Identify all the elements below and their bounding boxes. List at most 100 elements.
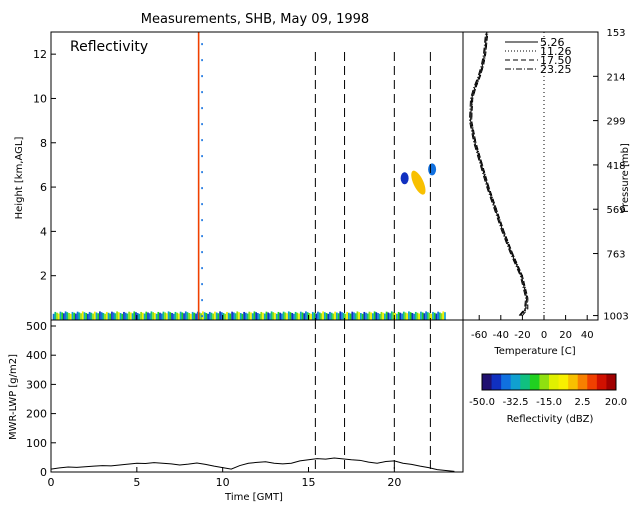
pressure-tick-label: 299 — [606, 117, 625, 128]
low-cloud-cell — [66, 312, 69, 320]
low-cloud-cell — [378, 313, 381, 320]
low-cloud-cell — [59, 311, 62, 320]
colorbar-segment — [558, 374, 569, 390]
low-cloud-cell — [131, 313, 134, 320]
low-cloud-cell — [435, 313, 438, 320]
low-cloud-cell — [61, 312, 64, 320]
low-cloud-cell — [289, 312, 292, 320]
low-cloud-cell — [265, 311, 268, 320]
low-cloud-cell — [311, 311, 314, 320]
low-cloud-cell — [214, 311, 216, 320]
low-cloud-cell — [174, 311, 177, 320]
low-cloud-cell — [124, 312, 127, 320]
low-cloud-cell — [246, 313, 249, 320]
colorbar-segment — [510, 374, 521, 390]
low-cloud-cell — [238, 312, 240, 320]
low-cloud-cell — [57, 313, 60, 320]
low-cloud-cell — [141, 312, 144, 320]
low-cloud-cell — [155, 313, 158, 320]
low-cloud-cell — [389, 313, 391, 320]
low-cloud-cell — [284, 312, 287, 320]
low-cloud-cell — [394, 312, 397, 320]
low-cloud-cell — [87, 313, 89, 320]
low-cloud-cell — [380, 311, 383, 320]
y-tick-label: 500 — [26, 320, 47, 333]
low-cloud-cell — [255, 312, 257, 320]
low-cloud-cell — [305, 311, 307, 320]
low-cloud-cell — [401, 313, 403, 320]
low-cloud-cell — [353, 312, 355, 320]
low-cloud-cell — [239, 312, 242, 320]
low-cloud-cell — [166, 313, 168, 320]
low-cloud-cell — [136, 312, 139, 320]
low-cloud-cell — [90, 312, 93, 320]
colorbar-frame — [481, 373, 617, 391]
low-cloud-cell — [133, 311, 136, 320]
low-cloud-cell — [95, 312, 98, 320]
low-cloud-cell — [76, 311, 79, 320]
low-cloud-cell — [212, 313, 215, 320]
chart-title: Measurements, SHB, May 09, 1998 — [141, 12, 369, 27]
low-cloud-cell — [349, 313, 352, 320]
low-cloud-cell — [390, 311, 393, 320]
low-cloud-cell — [128, 311, 130, 320]
low-cloud-cell — [135, 312, 137, 320]
colorbar-tick-label: -50.0 — [469, 397, 495, 408]
pressure-tick-label: 418 — [606, 161, 625, 172]
low-cloud-cell — [99, 311, 101, 320]
low-cloud-cell — [365, 312, 367, 320]
y-tick-label: 200 — [26, 408, 47, 421]
low-cloud-cell — [360, 312, 362, 320]
low-cloud-cell — [420, 311, 422, 320]
low-cloud-cell — [330, 312, 333, 320]
low-cloud-cell — [145, 311, 148, 320]
low-cloud-cell — [107, 312, 110, 320]
low-cloud-cell — [140, 311, 142, 320]
low-cloud-cell — [114, 313, 117, 320]
low-cloud-cell — [341, 312, 343, 320]
low-cloud-cell — [382, 312, 385, 320]
low-cloud-cell — [68, 312, 70, 320]
low-cloud-cell — [150, 311, 153, 320]
low-cloud-cell — [282, 311, 285, 320]
low-cloud-cell — [222, 312, 225, 320]
low-cloud-cell — [438, 312, 441, 320]
pressure-tick-label: 763 — [606, 250, 625, 261]
low-cloud-cell — [184, 311, 187, 320]
low-cloud-cell — [269, 313, 271, 320]
colorbar-segment — [596, 374, 607, 390]
low-cloud-cell — [210, 312, 213, 320]
low-cloud-cell — [215, 312, 218, 320]
low-cloud-cell — [327, 313, 330, 320]
colorbar-segment — [491, 374, 502, 390]
low-cloud-cell — [257, 312, 259, 320]
low-cloud-cell — [432, 311, 434, 320]
low-cloud-cell — [298, 313, 300, 320]
low-cloud-cell — [325, 312, 328, 320]
lwp-plot-frame — [50, 319, 464, 473]
pressure-tick-label: 214 — [606, 72, 625, 83]
pressure-tick-label: 153 — [606, 28, 625, 39]
low-cloud-cell — [198, 312, 201, 320]
legend-label: 5.26 — [540, 36, 565, 49]
low-cloud-cell — [80, 313, 82, 320]
low-cloud-cell — [313, 312, 316, 320]
low-cloud-cell — [299, 311, 302, 320]
low-cloud-cell — [262, 312, 264, 320]
low-cloud-cell — [63, 313, 65, 320]
low-cloud-cell — [178, 313, 180, 320]
low-cloud-cell — [258, 313, 261, 320]
low-cloud-cell — [409, 312, 412, 320]
low-cloud-cell — [123, 311, 125, 320]
low-cloud-cell — [251, 313, 254, 320]
low-cloud-cell — [54, 311, 57, 320]
low-cloud-cell — [402, 311, 405, 320]
low-cloud-cell — [368, 311, 371, 320]
x-tick-label: 5 — [133, 476, 140, 489]
low-cloud-cell — [234, 313, 237, 320]
low-cloud-cell — [344, 313, 347, 320]
x-tick-label: 0 — [48, 476, 55, 489]
low-cloud-cell — [399, 312, 402, 320]
low-cloud-cell — [243, 311, 245, 320]
